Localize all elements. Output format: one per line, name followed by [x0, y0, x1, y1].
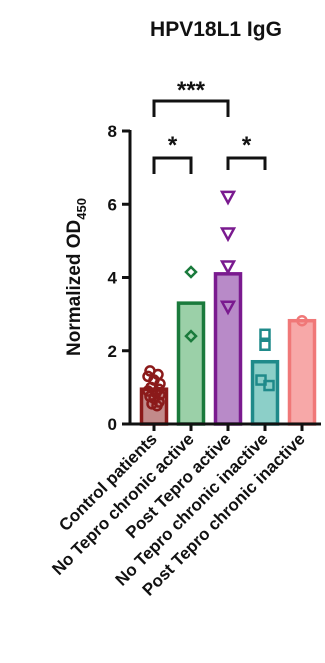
significance-label-1: ***: [177, 77, 206, 104]
data-point-1-5: [154, 377, 166, 390]
data-point-4-4: [263, 379, 275, 392]
data-point-4-2: [259, 339, 271, 352]
y-tick-label: 6: [108, 195, 117, 214]
y-axis-label: Normalized OD450: [64, 198, 89, 356]
data-point-2-2: [184, 329, 198, 343]
data-point-3-4: [219, 300, 237, 316]
bar-3: [213, 272, 243, 426]
significance-label-2: *: [168, 132, 178, 159]
y-axis-label-sub: 450: [74, 198, 89, 220]
bar-2: [176, 301, 206, 426]
bar-5: [287, 318, 317, 426]
y-tick-label: 4: [108, 269, 118, 288]
data-point-3-1: [219, 190, 237, 206]
data-point-3-2: [219, 227, 237, 243]
svg-text:Normalized OD450: Normalized OD450: [64, 198, 89, 356]
significance-bracket-2: [152, 156, 193, 174]
y-tick-label: 8: [108, 122, 117, 141]
data-point-5-1: [296, 314, 308, 327]
data-point-1-15: [151, 399, 163, 412]
y-tick-label: 0: [108, 415, 117, 434]
significance-label-3: *: [242, 132, 252, 159]
chart-title: HPV18L1 IgG: [150, 18, 282, 41]
bar-4: [250, 359, 280, 426]
data-point-3-3: [219, 260, 237, 276]
y-tick-label: 2: [108, 342, 117, 361]
significance-bracket-3: [226, 156, 267, 170]
significance-bracket-1: [152, 99, 230, 117]
y-axis-label-main: Normalized OD: [64, 220, 85, 356]
data-point-2-1: [184, 265, 198, 279]
data-point-4-1: [259, 328, 271, 341]
